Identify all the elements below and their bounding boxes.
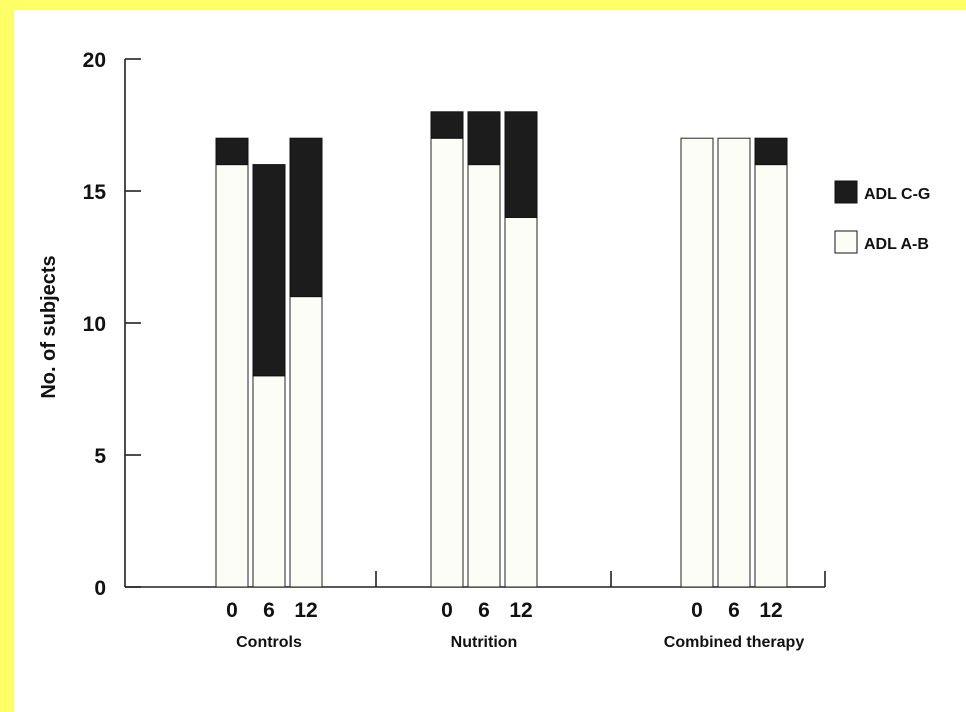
y-tick-label-10: 10 (83, 313, 106, 336)
x-tick-label-combined-therapy-0: 0 (691, 599, 703, 622)
y-tick-label-5: 5 (94, 445, 106, 468)
y-ticks: 0 5 10 15 20 (83, 49, 141, 600)
bar-adl-cg-combined-therapy-12 (754, 137, 788, 166)
bars (215, 111, 788, 588)
bar-adl-ab-nutrition-12 (504, 216, 538, 588)
x-tick-label-combined-therapy-6: 6 (728, 599, 740, 622)
legend: ADL C-G ADL A-B (834, 180, 930, 254)
bar-adl-ab-combined-therapy-12 (754, 164, 788, 588)
x-tick-label-controls-0: 0 (226, 599, 238, 622)
bar-adl-cg-controls-12 (289, 137, 323, 298)
y-tick-label-0: 0 (94, 577, 106, 600)
legend-swatch-adl-cg (834, 180, 858, 204)
bar-adl-ab-nutrition-0 (430, 137, 464, 588)
x-tick-label-controls-6: 6 (263, 599, 275, 622)
bar-adl-ab-combined-therapy-0 (680, 137, 714, 588)
x-tick-label-combined-therapy-12: 12 (759, 599, 782, 622)
stacked-bar-chart: 0 5 10 15 20 0 6 12 Controls 0 6 12 Nutrition 0 6 12 Co… (38, 49, 930, 651)
legend-label-adl-ab: ADL A-B (864, 236, 929, 253)
x-tick-label-nutrition-6: 6 (478, 599, 490, 622)
y-tick-label-20: 20 (83, 49, 106, 72)
chart-frame: 0 5 10 15 20 0 6 12 Controls 0 6 12 Nutrition 0 6 12 Co… (14, 10, 966, 712)
group-label-combined-therapy: Combined therapy (664, 634, 805, 651)
bar-adl-ab-controls-0 (215, 164, 249, 588)
y-tick-label-15: 15 (83, 181, 107, 204)
bar-adl-cg-nutrition-6 (467, 111, 501, 166)
legend-label-adl-cg: ADL C-G (864, 186, 930, 203)
x-tick-label-nutrition-0: 0 (441, 599, 453, 622)
bar-adl-ab-combined-therapy-6 (717, 137, 751, 588)
bar-adl-ab-controls-6 (252, 375, 286, 588)
bar-adl-cg-controls-0 (215, 137, 249, 166)
group-label-nutrition: Nutrition (451, 634, 518, 651)
legend-swatch-adl-ab (834, 230, 858, 254)
bar-adl-cg-nutrition-0 (430, 111, 464, 139)
x-tick-label-nutrition-12: 12 (509, 599, 532, 622)
bar-adl-cg-nutrition-12 (504, 111, 538, 218)
bar-adl-ab-nutrition-6 (467, 164, 501, 588)
x-tick-label-controls-12: 12 (294, 599, 317, 622)
bar-adl-cg-controls-6 (252, 164, 286, 377)
y-axis-title: No. of subjects (38, 255, 60, 398)
group-label-controls: Controls (236, 634, 302, 651)
group-separators (375, 571, 826, 587)
bar-adl-ab-controls-12 (289, 296, 323, 588)
x-labels: 0 6 12 Controls 0 6 12 Nutrition 0 6 12 Combined th… (226, 599, 804, 651)
